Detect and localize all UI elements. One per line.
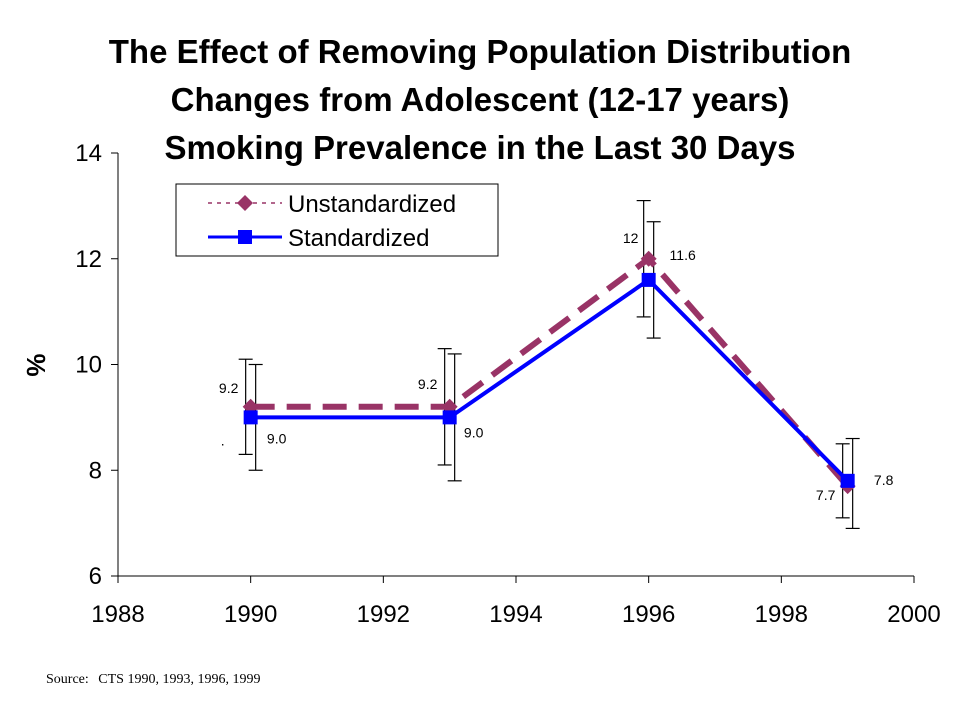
source-label: Source: (46, 672, 89, 687)
marker-standardized (243, 410, 258, 425)
y-tick-label: 14 (75, 140, 102, 167)
data-label-unstandardized: 9.2 (418, 376, 438, 392)
x-tick-label: 2000 (887, 601, 940, 628)
legend-label-standardized: Standardized (288, 225, 429, 252)
series-line-standardized (250, 277, 850, 483)
legend-marker-unstandardized (237, 195, 253, 211)
annotation-dot: . (221, 432, 225, 448)
data-label-unstandardized: 12 (623, 230, 639, 246)
source-note: Source: CTS 1990, 1993, 1996, 1999 (46, 672, 260, 688)
y-tick-label: 10 (75, 352, 102, 379)
marker-standardized (641, 272, 656, 287)
source-text: CTS 1990, 1993, 1996, 1999 (98, 672, 261, 687)
y-axis-label: % (21, 353, 51, 376)
y-tick-label: 12 (75, 246, 102, 273)
data-label-standardized: 9.0 (267, 430, 287, 446)
x-tick-label: 1996 (622, 601, 675, 628)
title-line-3: Smoking Prevalence in the Last 30 Days (164, 129, 796, 166)
data-label-unstandardized: 9.2 (219, 380, 239, 396)
title-line-1: The Effect of Removing Population Distri… (108, 33, 852, 70)
x-tick-label: 1988 (91, 601, 144, 628)
legend-label-unstandardized: Unstandardized (288, 191, 456, 218)
data-label-standardized: 11.6 (670, 247, 696, 263)
legend-box (175, 183, 499, 257)
marker-unstandardized (640, 250, 657, 267)
chart-title: The Effect of Removing Population Distri… (0, 28, 960, 172)
data-label-standardized: 7.8 (874, 472, 894, 488)
x-tick-label: 1994 (489, 601, 542, 628)
data-label-unstandardized: 7.7 (816, 487, 836, 503)
title-line-2: Changes from Adolescent (12-17 years) (170, 81, 790, 118)
data-label-standardized: 9.0 (464, 424, 484, 440)
y-tick-label: 6 (89, 563, 102, 590)
marker-standardized (442, 410, 457, 425)
series-line-unstandardized (250, 254, 850, 489)
x-tick-label: 1998 (755, 601, 808, 628)
marker-standardized (840, 473, 855, 488)
legend-marker-standardized (238, 230, 252, 244)
x-tick-label: 1990 (224, 601, 277, 628)
y-tick-label: 8 (89, 457, 102, 484)
x-tick-label: 1992 (357, 601, 410, 628)
